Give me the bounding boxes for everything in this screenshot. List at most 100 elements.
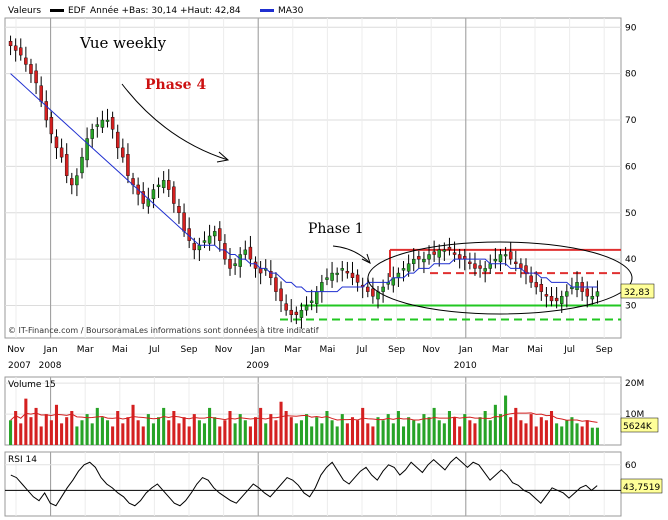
annotation-phase4: Phase 4	[145, 77, 206, 93]
candle-body	[85, 138, 89, 161]
phase1-arrowhead	[361, 253, 371, 264]
candle-body	[381, 286, 385, 292]
candle-body	[595, 291, 600, 297]
volume-bar	[85, 414, 89, 445]
volume-bar	[488, 420, 492, 445]
price-tick-label: 90	[625, 23, 637, 33]
rsi-panel	[4, 451, 622, 517]
candle-body	[75, 175, 79, 186]
candle-body	[243, 249, 248, 255]
candle-body	[207, 235, 212, 244]
month-label: Jan	[458, 345, 473, 355]
volume-bar	[595, 427, 599, 445]
volume-bar	[162, 407, 166, 445]
volume-bar	[478, 417, 482, 445]
rsi-line	[10, 456, 598, 507]
candle-body	[330, 272, 334, 281]
volume-bar	[504, 395, 508, 445]
volume-bar	[202, 423, 207, 445]
candle-body	[39, 85, 43, 102]
volume-average-line	[10, 412, 598, 423]
volume-bar	[253, 417, 258, 445]
candle-body	[248, 246, 253, 260]
volume-bar	[447, 411, 451, 445]
candle-body	[80, 156, 84, 174]
volume-bar	[157, 417, 161, 445]
volume-bar	[269, 414, 273, 445]
candle-body	[371, 288, 375, 297]
legend-ticker: EDF	[68, 6, 86, 16]
volume-bar	[90, 423, 94, 445]
price-tick-label: 50	[625, 209, 637, 219]
volume-bar	[284, 411, 288, 445]
volume-bar	[544, 420, 548, 445]
volume-bar	[437, 420, 441, 445]
candle-body	[34, 70, 38, 84]
volume-bar	[580, 426, 584, 445]
volume-bar	[29, 417, 33, 445]
phase4-arrow	[121, 83, 229, 161]
volume-bar	[187, 426, 191, 445]
candle-body	[514, 261, 518, 264]
price-tick-label: 30	[625, 302, 637, 312]
volume-bar	[585, 420, 589, 445]
volume-bar	[396, 411, 400, 445]
month-label: Mai	[320, 345, 336, 355]
axis-labels: 90 80 70 60 50 40 30 Nov Jan Mar Mai Jul Sep Nov Jan Ma…	[7, 23, 644, 471]
source-note: © IT-Finance.com / BoursoramaLes informa…	[8, 325, 319, 335]
month-label: Mai	[527, 345, 543, 355]
volume-bar	[422, 414, 426, 445]
candle-body	[335, 272, 339, 275]
volume-bar	[376, 417, 380, 445]
month-label: Sep	[181, 345, 198, 355]
candle-body	[452, 252, 457, 255]
candle-body	[422, 258, 426, 263]
month-label: Jul	[148, 345, 160, 355]
candle-body	[539, 284, 544, 292]
volume-bar	[274, 420, 278, 445]
month-label: Mai	[112, 345, 128, 355]
candle-body	[299, 309, 304, 318]
candle-body	[340, 268, 345, 271]
legend-ma: MA30	[278, 6, 304, 16]
candle-body	[228, 258, 232, 269]
volume-bar	[100, 417, 104, 445]
candle-body	[529, 275, 533, 283]
volume-bar	[371, 426, 375, 445]
volume-bar	[310, 426, 314, 445]
candle-body	[172, 186, 176, 204]
volume-bar	[427, 417, 431, 445]
candle-body	[508, 251, 513, 260]
candle-body	[534, 282, 538, 288]
volume-bar	[483, 411, 487, 445]
candle-body	[585, 288, 589, 297]
candle-body	[320, 282, 324, 292]
volume-bar	[412, 420, 416, 445]
candle-body	[100, 119, 105, 128]
volume-bar	[560, 426, 564, 445]
volume-bar	[49, 420, 53, 445]
volume-bar	[126, 417, 130, 445]
volume-bar	[442, 423, 446, 445]
year-label: 2009	[246, 361, 269, 371]
volume-bar	[264, 423, 268, 445]
volume-bar	[453, 417, 457, 445]
price-panel	[4, 17, 622, 339]
volume-bar	[279, 401, 283, 445]
candle-body	[121, 147, 125, 158]
candle-body	[325, 277, 329, 280]
volume-bar	[514, 407, 518, 445]
candle-body	[575, 282, 579, 290]
candle-body	[54, 136, 59, 149]
volume-bar	[121, 423, 125, 445]
year-label: 2008	[39, 361, 62, 371]
volume-bar	[345, 423, 349, 445]
volume-bar	[509, 417, 513, 445]
candle-body	[24, 57, 28, 65]
volume-bar	[9, 420, 13, 445]
price-tick-label: 60	[625, 162, 637, 172]
volume-bar	[34, 407, 38, 445]
volume-bar	[223, 420, 227, 445]
volume-last: 5624K	[623, 422, 653, 432]
volume-bar	[555, 423, 559, 445]
